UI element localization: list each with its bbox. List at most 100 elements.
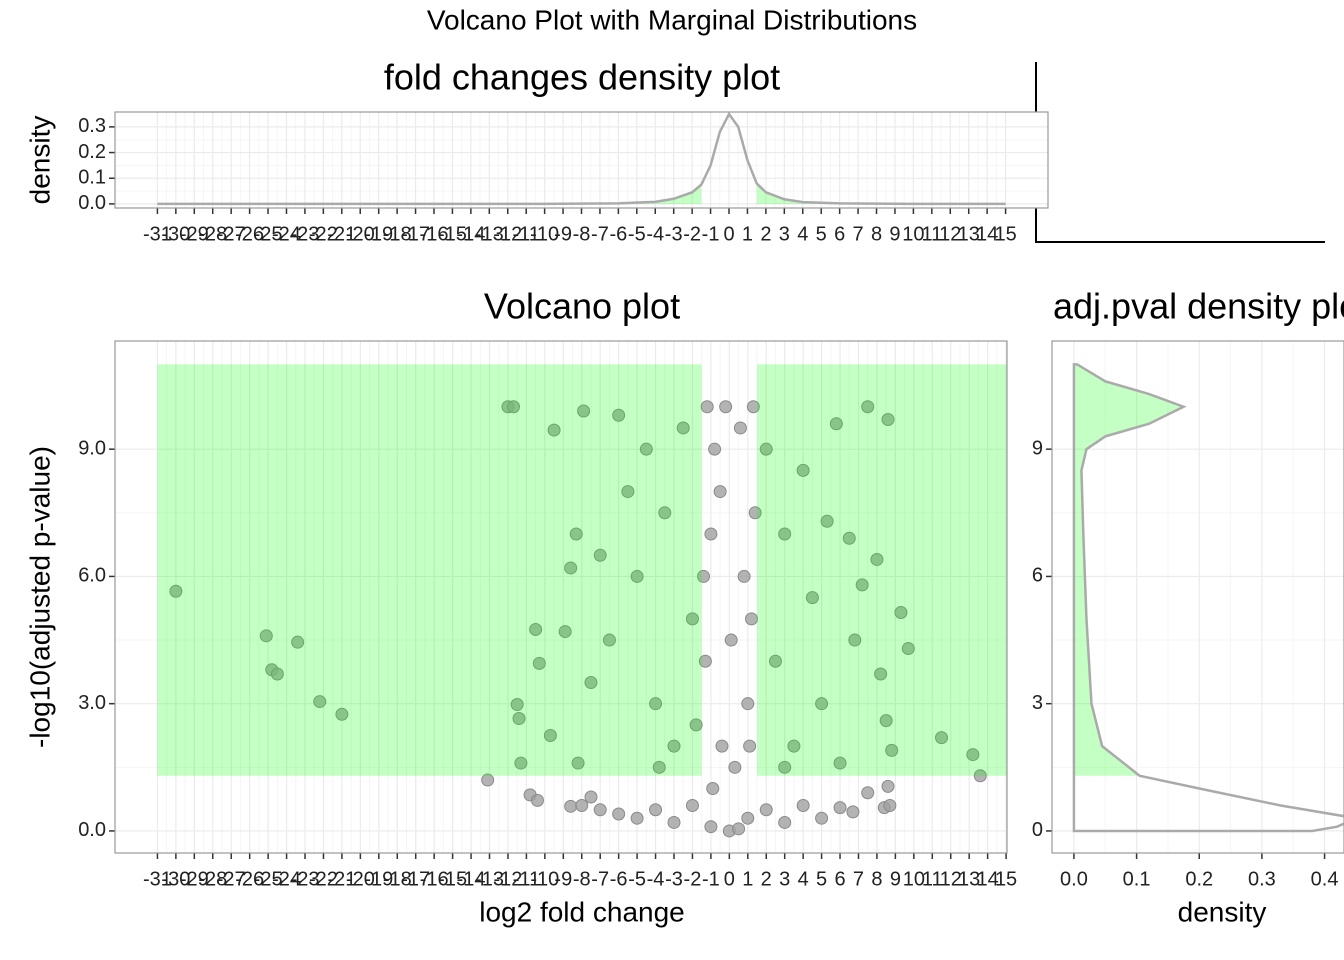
y-tick-label: 9 [1032, 437, 1043, 459]
point [732, 822, 746, 836]
x-tick-label: -8 [573, 868, 591, 890]
x-tick-label: 15 [994, 223, 1016, 245]
x-tick-label: -26 [235, 223, 264, 245]
point [973, 769, 987, 783]
x-tick-label: 12 [940, 868, 962, 890]
x-tick-label: 8 [871, 868, 882, 890]
y-tick-label: 6.0 [78, 565, 106, 587]
point [870, 552, 884, 566]
point [778, 527, 792, 541]
highlight-group [756, 183, 1006, 204]
point [514, 756, 528, 770]
y-tick-label: 3.0 [78, 692, 106, 714]
point [706, 782, 720, 796]
x-tick-label: -1 [702, 868, 720, 890]
x-tick-label: -19 [364, 868, 393, 890]
point [698, 654, 712, 668]
x-tick-label: -5 [628, 868, 646, 890]
point [815, 811, 829, 825]
x-tick-label: -19 [364, 223, 393, 245]
x-tick-label: 0 [724, 868, 735, 890]
x-tick-label: -27 [217, 868, 246, 890]
point [881, 412, 895, 426]
x-tick-label: 14 [977, 868, 999, 890]
point [658, 506, 672, 520]
x-tick-label: -2 [683, 223, 701, 245]
x-tick-label: 0.3 [1248, 868, 1276, 890]
point [593, 803, 607, 817]
point [778, 815, 792, 829]
x-tick-label: -15 [438, 868, 467, 890]
point [704, 527, 718, 541]
point [759, 442, 773, 456]
x-tick-label: -20 [346, 223, 375, 245]
point [719, 400, 733, 414]
x-tick-label: 2 [761, 868, 772, 890]
x-tick-label: -29 [180, 868, 209, 890]
y-tick-label: 3 [1032, 692, 1043, 714]
point [689, 718, 703, 732]
point [564, 561, 578, 575]
point [885, 743, 899, 757]
x-tick-label: -18 [383, 223, 412, 245]
x-tick-label: 15 [995, 868, 1017, 890]
x-tick-label: 12 [939, 223, 961, 245]
point [733, 421, 747, 435]
x-tick-label: -8 [573, 223, 591, 245]
point [759, 803, 773, 817]
x-tick-label: -27 [217, 223, 246, 245]
x-tick-label: -2 [684, 868, 702, 890]
x-tick-label: 14 [976, 223, 998, 245]
point [593, 548, 607, 562]
x-tick-label: -24 [272, 223, 301, 245]
point [291, 635, 305, 649]
point [639, 442, 653, 456]
x-tick-label: 9 [889, 223, 900, 245]
point [685, 612, 699, 626]
point [506, 400, 520, 414]
x-tick-label: 13 [958, 868, 980, 890]
x-axis-label: log2 fold change [479, 896, 685, 927]
y-tick-label: 0.3 [78, 115, 106, 137]
x-tick-label: -12 [493, 223, 522, 245]
x-tick-label: -31 [143, 868, 172, 890]
point [577, 404, 591, 418]
point [575, 798, 589, 812]
point [630, 569, 644, 583]
x-tick-label: -4 [647, 868, 665, 890]
x-tick-label: -1 [702, 223, 720, 245]
x-tick-label: 0.2 [1185, 868, 1213, 890]
point [861, 400, 875, 414]
point [901, 642, 915, 656]
x-tick-label: 13 [958, 223, 980, 245]
x-tick-label: 3 [779, 868, 790, 890]
x-tick-label: -6 [610, 868, 628, 890]
x-tick-label: -3 [665, 223, 683, 245]
x-tick-label: -12 [494, 868, 523, 890]
x-tick-label: -21 [327, 868, 356, 890]
x-tick-label: 2 [760, 223, 771, 245]
plot-area [115, 341, 1007, 853]
y-tick-label: 0.2 [78, 141, 106, 163]
x-tick-label: -20 [346, 868, 375, 890]
point [833, 756, 847, 770]
point [510, 698, 524, 712]
point [935, 731, 949, 745]
x-tick-label: -6 [609, 223, 627, 245]
point [335, 707, 349, 721]
panel-border [114, 111, 1049, 209]
x-tick-label: -25 [254, 868, 283, 890]
point [667, 739, 681, 753]
x-tick-label: -10 [530, 223, 559, 245]
y-tick-label: 0 [1032, 819, 1043, 841]
x-tick-label: -17 [401, 868, 430, 890]
point [746, 400, 760, 414]
point [966, 748, 980, 762]
y-tick-label: 6 [1032, 565, 1043, 587]
x-tick-label: -23 [291, 868, 320, 890]
x-tick-label: -21 [327, 223, 356, 245]
point [879, 714, 893, 728]
y-tick-label: 0.0 [78, 819, 106, 841]
x-tick-label: 9 [890, 868, 901, 890]
